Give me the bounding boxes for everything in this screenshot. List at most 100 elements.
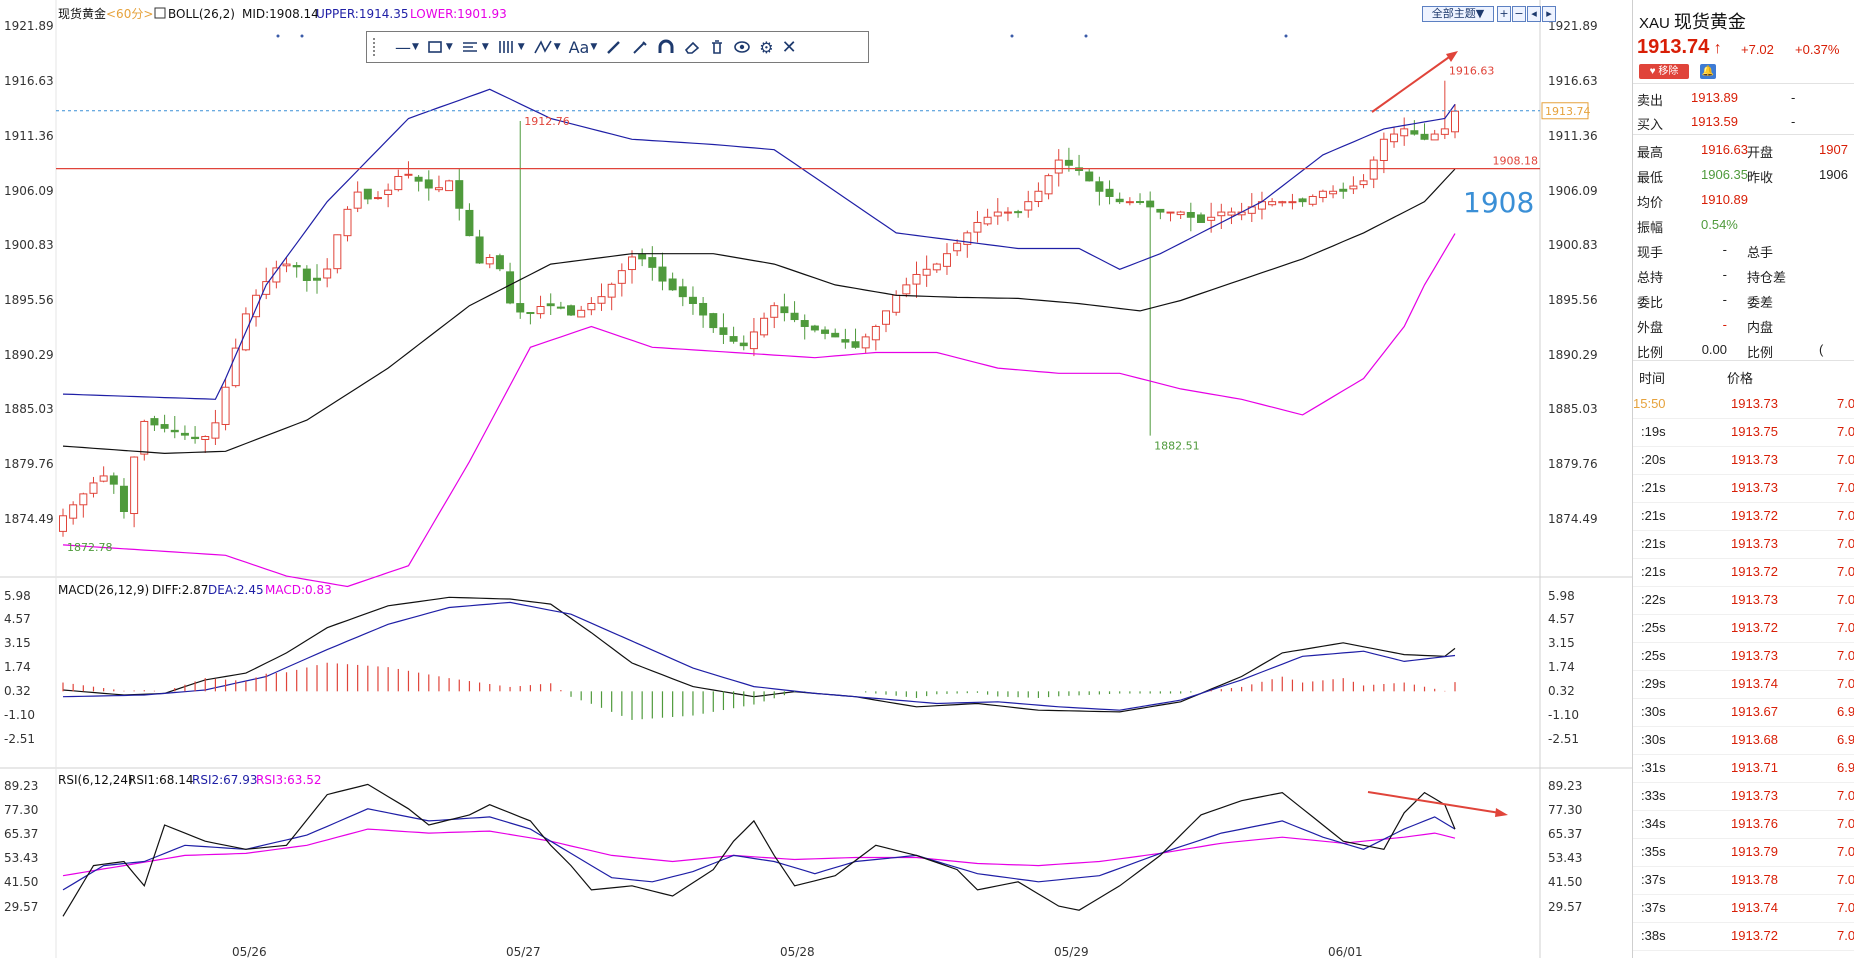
rsi3-label: RSI3:63.52 [256, 773, 322, 787]
candle-body [1217, 211, 1226, 217]
rsi-axis-label-left: 53.43 [4, 851, 38, 865]
buy-volume: - [1791, 114, 1796, 129]
candle-body [109, 475, 118, 485]
toolbar-grip-handle[interactable] [373, 38, 383, 56]
vertical-lines-icon[interactable]: ▼ [497, 35, 525, 59]
rsi-title: RSI(6,12,24) [58, 773, 133, 787]
tick-price: 1913.74 [1731, 900, 1778, 915]
pencil-icon[interactable] [605, 35, 623, 59]
pattern-tool-icon[interactable]: ▼ [533, 35, 561, 59]
stat-label: 均价 [1637, 195, 1664, 210]
price-axis-label-right: 1900.83 [1548, 238, 1598, 252]
boll-upper-line [62, 88, 1456, 400]
tick-price: 1913.72 [1731, 620, 1778, 635]
rect-tool-icon[interactable]: ▼ [427, 35, 453, 59]
scroll-left-icon[interactable]: ◂ [1527, 6, 1541, 22]
eraser-icon[interactable] [683, 35, 701, 59]
text-tool-icon[interactable]: ▼ [461, 35, 489, 59]
zoom-out-icon[interactable]: − [1512, 6, 1526, 22]
rsi3-line [62, 828, 1456, 877]
tick-volume: 7.0 [1837, 508, 1854, 523]
tick-volume: 7.0 [1837, 900, 1854, 915]
close-icon[interactable]: ✕ [781, 36, 797, 58]
macd-axis-label-left: 0.32 [4, 684, 31, 698]
buy-label: 买入 [1637, 117, 1664, 132]
rsi-axis-label-left: 29.57 [4, 900, 38, 914]
settings-gear-icon[interactable]: ⚙ [759, 37, 774, 57]
candle-body [140, 420, 149, 455]
candle-body [567, 305, 576, 316]
candle-body [1278, 201, 1287, 204]
candle-body [729, 336, 738, 342]
event-marker-icon [276, 34, 280, 38]
stat-label: 最低 [1637, 170, 1664, 185]
candle-body [1105, 188, 1114, 197]
tick-volume: 7.0 [1837, 396, 1854, 411]
rsi-axis-label-left: 77.30 [4, 803, 38, 817]
stat-row: 现手 - 总手 [1637, 242, 1774, 260]
candle-body [79, 493, 88, 506]
candle-body [841, 339, 850, 343]
candle-body [506, 271, 515, 304]
candle-body [536, 305, 545, 315]
price-axis-label-right: 1885.03 [1548, 402, 1598, 416]
tick-volume: 7.0 [1837, 788, 1854, 803]
tick-row: :21s 1913.73 7.0 [1633, 474, 1854, 503]
boll-lower-label: LOWER:1901.93 [410, 7, 507, 21]
eye-icon[interactable] [733, 35, 751, 59]
tick-price: 1913.74 [1731, 676, 1778, 691]
chart-area[interactable]: 1921.89 1921.89 1916.63 1916.63 1911.36 1911.… [0, 0, 1632, 958]
remove-button[interactable]: ♥ 移除 [1639, 64, 1689, 79]
tick-row: :21s 1913.73 7.0 [1633, 530, 1854, 559]
macd-axis-label-right: 5.98 [1548, 589, 1575, 603]
tick-time: :31s [1641, 760, 1666, 775]
price-chart-svg[interactable]: 1921.89 1921.89 1916.63 1916.63 1911.36 1911.… [0, 0, 1632, 958]
brush-icon[interactable] [631, 35, 649, 59]
all-themes-button[interactable]: 全部主题▼ [1422, 6, 1494, 22]
boll-mid-line [62, 168, 1456, 455]
zoom-in-icon[interactable]: + [1497, 6, 1511, 22]
trend-arrow-line[interactable] [1371, 54, 1453, 113]
candle-body [983, 216, 992, 225]
price-axis-label-right: 1906.09 [1548, 184, 1598, 198]
scroll-right-icon[interactable]: ▸ [1542, 6, 1556, 22]
tick-time: :30s [1641, 732, 1666, 747]
boll-toggle-icon[interactable] [154, 7, 166, 19]
macd-axis-label-right: 1.74 [1548, 660, 1575, 674]
hline-label: 1908.18 [1493, 155, 1539, 168]
peak-label: 1912.76 [524, 115, 570, 128]
date-axis-label: 06/01 [1328, 945, 1363, 958]
rsi-axis-label-left: 41.50 [4, 875, 38, 889]
bell-icon[interactable]: 🔔 [1700, 64, 1716, 79]
macd-dea-label: DEA:2.45 [208, 583, 264, 597]
tick-row: :25s 1913.73 7.0 [1633, 642, 1854, 671]
event-marker-icon [300, 34, 304, 38]
tick-header-time: 时间 [1639, 371, 1666, 386]
tick-row: :22s 1913.73 7.0 [1633, 586, 1854, 615]
boll-lower-line [62, 233, 1456, 588]
candle-body [739, 342, 748, 347]
rsi-trend-arrow-line[interactable] [1367, 791, 1501, 814]
font-tool-icon[interactable]: Aa ▼ [568, 37, 598, 57]
remove-label: 移除 [1658, 66, 1679, 77]
macd-dea-line [62, 601, 1456, 711]
rsi2-label: RSI2:67.93 [192, 773, 258, 787]
tick-time: :21s [1641, 508, 1666, 523]
boll-mid-label: MID:1908.14 [242, 7, 319, 21]
current-price-tag-box [1541, 102, 1589, 120]
candle-body [821, 329, 830, 334]
trash-icon[interactable] [709, 35, 725, 59]
magnet-icon[interactable] [657, 35, 675, 59]
candle-body [668, 278, 677, 291]
tick-price: 1913.72 [1731, 928, 1778, 943]
candle-body [526, 312, 535, 315]
tick-price: 1913.78 [1731, 872, 1778, 887]
candle-body [882, 310, 891, 325]
line-tool-icon[interactable]: — ▼ [395, 37, 419, 57]
candle-body [851, 341, 860, 348]
price-axis-label-left: 1885.03 [4, 402, 54, 416]
candle-body [221, 386, 230, 425]
price-axis-label-right: 1879.76 [1548, 457, 1598, 471]
quote-header: XAU 现货黄金 1913.74 ↑ +7.02 +0.37% ♥ 移除 🔔 [1633, 0, 1854, 80]
sell-volume: - [1791, 90, 1796, 105]
